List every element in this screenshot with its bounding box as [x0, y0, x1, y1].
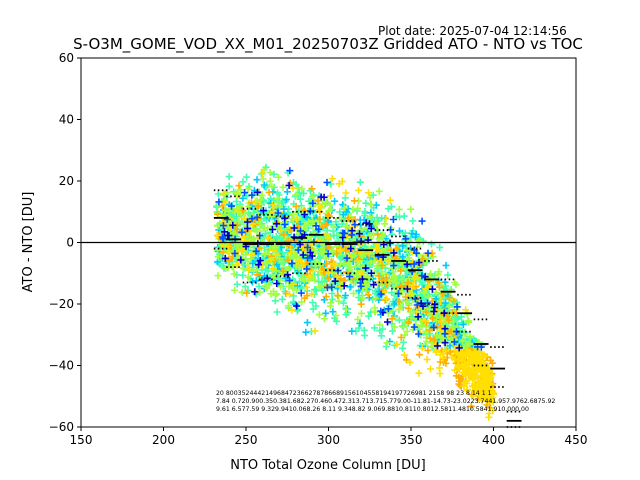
x-tick-label: 350 [400, 433, 423, 447]
y-tick-label: −20 [49, 297, 74, 311]
y-tick-label: 60 [59, 51, 74, 65]
bin-stats-row: 7.84 0.720.900.350.381.682.270.460.472.3… [216, 398, 555, 405]
y-axis-label: ATO - NTO [DU] [21, 192, 36, 293]
x-tick-label: 450 [565, 433, 588, 447]
bin-stats-row: 20 8003524442149684723662787866891561045… [216, 390, 492, 397]
x-tick-label: 400 [482, 433, 505, 447]
chart-title: S-O3M_GOME_VOD_XX_M01_20250703Z Gridded … [73, 35, 583, 54]
x-tick-label: 250 [235, 433, 258, 447]
scatter-point-group [215, 167, 485, 351]
plot-date: Plot date: 2025-07-04 12:14:56 [378, 24, 567, 38]
scatter-point-group [213, 169, 497, 421]
y-tick-label: −60 [49, 420, 74, 434]
x-tick-label: 200 [152, 433, 175, 447]
y-tick-label: −40 [49, 359, 74, 373]
bin-stats-row: 9.61 6.577.59 9.329.9410.068.26 8.11 9.3… [216, 406, 529, 413]
x-axis-label: NTO Total Ozone Column [DU] [230, 458, 426, 473]
x-tick-label: 300 [317, 433, 340, 447]
plot-area: 20 8003524442149684723662787866891561045… [49, 51, 588, 447]
y-tick-label: 40 [59, 113, 74, 127]
x-tick-label: 150 [70, 433, 93, 447]
y-tick-label: 20 [59, 174, 74, 188]
y-tick-label: 0 [66, 236, 74, 250]
